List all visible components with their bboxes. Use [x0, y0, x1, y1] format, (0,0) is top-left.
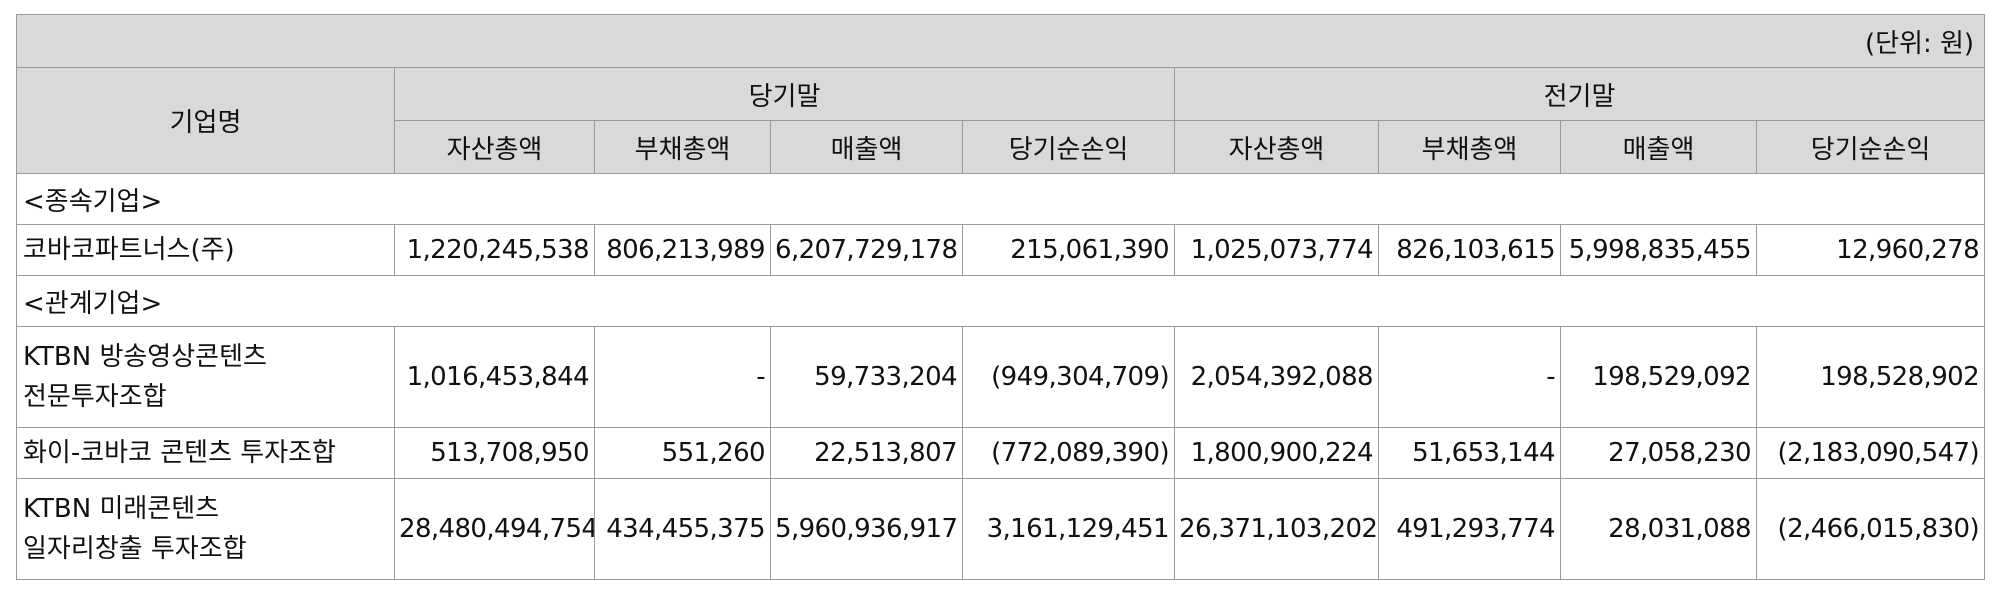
section-label: <종속기업>: [15, 173, 1986, 225]
value-cell: 826,103,615: [1378, 224, 1561, 276]
value-cell: 198,528,902: [1755, 326, 1986, 428]
column-header: 당기순손익: [1755, 120, 1986, 174]
value-cell: 6,207,729,178: [770, 224, 963, 276]
column-header: 부채총액: [594, 120, 771, 174]
unit-label: (단위: 원): [15, 14, 1986, 68]
value-cell: (2,183,090,547): [1755, 427, 1986, 479]
value-cell: (949,304,709): [962, 326, 1175, 428]
column-header: 자산총액: [1174, 120, 1379, 174]
value-cell: 1,025,073,774: [1174, 224, 1379, 276]
company-name-cell: 화이-코바코 콘텐츠 투자조합: [16, 427, 395, 479]
value-cell: 12,960,278: [1755, 224, 1986, 276]
company-name-cell: 코바코파트너스(주): [16, 224, 395, 276]
value-cell: 3,161,129,451: [962, 478, 1175, 580]
column-header: 당기순손익: [962, 120, 1175, 174]
value-cell: 1,800,900,224: [1174, 427, 1379, 479]
value-cell: 26,371,103,202: [1174, 478, 1379, 580]
header-row-columns: 자산총액 부채총액 매출액 당기순손익 자산총액 부채총액 매출액 당기순손익: [17, 120, 1986, 174]
value-cell: 198,529,092: [1560, 326, 1757, 428]
table-row: KTBN 방송영상콘텐츠 전문투자조합 1,016,453,844-59,733,2…: [16, 326, 1986, 428]
value-cell: -: [1378, 326, 1561, 428]
value-cell: 1,220,245,538: [394, 224, 595, 276]
value-cell: 215,061,390: [962, 224, 1175, 276]
section-row: <관계기업>: [15, 275, 1986, 327]
column-header: 매출액: [770, 120, 963, 174]
company-name-line: 화이-코바코 콘텐츠 투자조합: [23, 438, 336, 468]
value-cell: 806,213,989: [594, 224, 771, 276]
table-row: KTBN 미래콘텐츠 일자리창출 투자조합 28,480,494,754 434,45…: [16, 478, 1986, 580]
current-period-header: 당기말: [394, 67, 1175, 121]
value-cell: 551,260: [594, 427, 771, 479]
value-cell: 2,054,392,088: [1174, 326, 1379, 428]
value-cell: 491,293,774: [1378, 478, 1561, 580]
value-cell: 28,031,088: [1560, 478, 1757, 580]
column-header: 자산총액: [394, 120, 595, 174]
value-cell: 434,455,375: [594, 478, 771, 580]
company-header: 기업명: [16, 67, 395, 174]
company-name-line: 전문투자조합: [23, 382, 167, 412]
unit-row: (단위: 원): [15, 14, 1986, 68]
value-cell: 59,733,204: [770, 326, 963, 428]
value-cell: 513,708,950: [394, 427, 595, 479]
company-name-line: KTBN 방송영상콘텐츠: [23, 342, 267, 372]
value-cell: (2,466,015,830): [1755, 478, 1986, 580]
value-cell: 28,480,494,754: [394, 478, 595, 580]
value-cell: 22,513,807: [770, 427, 963, 479]
section-row: <종속기업>: [15, 173, 1986, 225]
value-cell: 5,998,835,455: [1560, 224, 1757, 276]
company-name-line: KTBN 미래콘텐츠: [23, 494, 220, 524]
value-cell: 51,653,144: [1378, 427, 1561, 479]
company-name-line: 코바코파트너스(주): [23, 235, 235, 265]
table-row: 코바코파트너스(주) 1,220,245,538 806,213,989 6,207,…: [16, 224, 1986, 276]
value-cell: 5,960,936,917: [770, 478, 963, 580]
value-cell: -: [594, 326, 771, 428]
financial-table-container: (단위: 원) 기업명 당기말 전기말 자산총액 부채총액 매출액 당기순손익 …: [15, 14, 1986, 580]
section-label: <관계기업>: [15, 275, 1986, 327]
column-header: 매출액: [1560, 120, 1757, 174]
company-name-line: 일자리창출 투자조합: [23, 534, 247, 564]
column-header: 부채총액: [1378, 120, 1561, 174]
table-row: 화이-코바코 콘텐츠 투자조합 513,708,950 551,260 22,513,…: [16, 427, 1986, 479]
value-cell: 27,058,230: [1560, 427, 1757, 479]
prior-period-header: 전기말: [1173, 67, 1986, 121]
financial-summary-table: (단위: 원) 기업명 당기말 전기말 자산총액 부채총액 매출액 당기순손익 …: [15, 14, 1986, 580]
value-cell: 1,016,453,844: [394, 326, 595, 428]
header-row-periods: 기업명 당기말 전기말: [16, 67, 1986, 174]
value-cell: (772,089,390): [962, 427, 1175, 479]
